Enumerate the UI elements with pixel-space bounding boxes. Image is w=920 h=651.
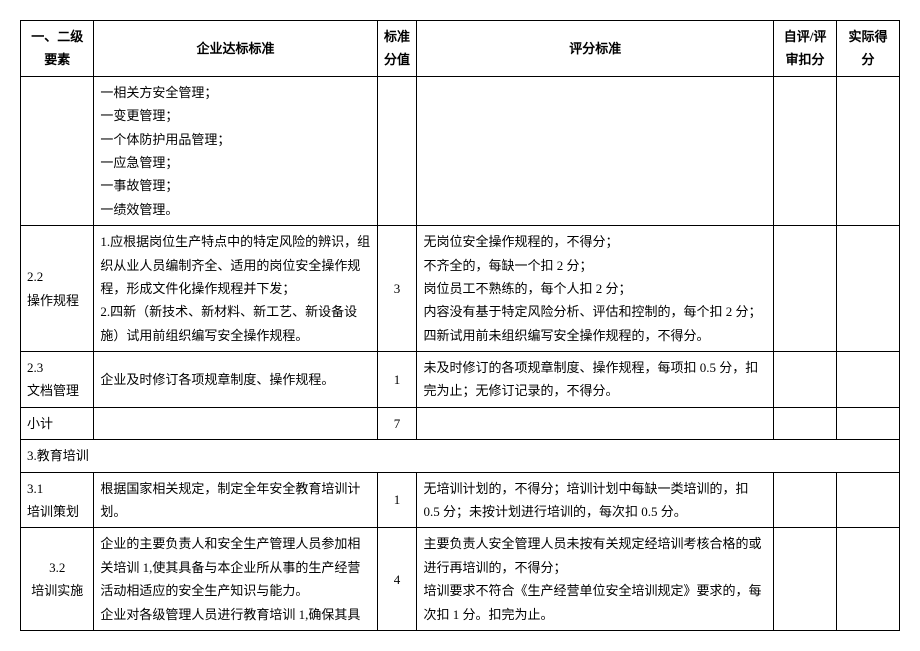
- table-header-row: 一、二级要素 企业达标标准 标准分值 评分标准 自评/评审扣分 实际得分: [21, 21, 900, 77]
- cell-element: 3.2培训实施: [21, 528, 94, 631]
- cell-criteria: 主要负责人安全管理人员未按有关规定经培训考核合格的或进行再培训的，不得分；培训要…: [417, 528, 774, 631]
- cell-empty: [837, 407, 900, 439]
- cell-empty: [417, 407, 774, 439]
- cell-criteria: [417, 76, 774, 225]
- cell-standard: 1.应根据岗位生产特点中的特定风险的辨识，组织从业人员编制齐全、适用的岗位安全操…: [94, 226, 377, 352]
- cell-actual: [837, 226, 900, 352]
- cell-criteria: 无岗位安全操作规程的，不得分；不齐全的，每缺一个扣 2 分；岗位员工不熟练的，每…: [417, 226, 774, 352]
- subtotal-row: 小计 7: [21, 407, 900, 439]
- evaluation-table: 一、二级要素 企业达标标准 标准分值 评分标准 自评/评审扣分 实际得分 一相关…: [20, 20, 900, 631]
- table-row: 2.2操作规程 1.应根据岗位生产特点中的特定风险的辨识，组织从业人员编制齐全、…: [21, 226, 900, 352]
- cell-score: 1: [377, 472, 417, 528]
- cell-criteria: 无培训计划的，不得分；培训计划中每缺一类培训的，扣 0.5 分；未按计划进行培训…: [417, 472, 774, 528]
- table-row: 一相关方安全管理；一变更管理；一个体防护用品管理；一应急管理；一事故管理；一绩效…: [21, 76, 900, 225]
- cell-score: 4: [377, 528, 417, 631]
- cell-score: 3: [377, 226, 417, 352]
- section-title: 3.教育培训: [21, 440, 900, 472]
- cell-standard: 根据国家相关规定，制定全年安全教育培训计划。: [94, 472, 377, 528]
- header-standard: 企业达标标准: [94, 21, 377, 77]
- cell-empty: [774, 407, 837, 439]
- cell-standard: 企业及时修订各项规章制度、操作规程。: [94, 352, 377, 408]
- header-deduct: 自评/评审扣分: [774, 21, 837, 77]
- table-row: 3.2培训实施 企业的主要负责人和安全生产管理人员参加相关培训 1,使其具备与本…: [21, 528, 900, 631]
- cell-criteria: 未及时修订的各项规章制度、操作规程，每项扣 0.5 分，扣完为止；无修订记录的，…: [417, 352, 774, 408]
- cell-actual: [837, 76, 900, 225]
- cell-element: 3.1培训策划: [21, 472, 94, 528]
- cell-element: 2.2操作规程: [21, 226, 94, 352]
- cell-deduct: [774, 472, 837, 528]
- cell-subtotal-score: 7: [377, 407, 417, 439]
- cell-standard: 一相关方安全管理；一变更管理；一个体防护用品管理；一应急管理；一事故管理；一绩效…: [94, 76, 377, 225]
- cell-subtotal-label: 小计: [21, 407, 94, 439]
- header-actual: 实际得分: [837, 21, 900, 77]
- cell-score: 1: [377, 352, 417, 408]
- cell-actual: [837, 472, 900, 528]
- header-criteria: 评分标准: [417, 21, 774, 77]
- cell-element: 2.3文档管理: [21, 352, 94, 408]
- section-row: 3.教育培训: [21, 440, 900, 472]
- cell-element: [21, 76, 94, 225]
- cell-empty: [94, 407, 377, 439]
- cell-deduct: [774, 226, 837, 352]
- header-element: 一、二级要素: [21, 21, 94, 77]
- cell-deduct: [774, 76, 837, 225]
- cell-score: [377, 76, 417, 225]
- cell-standard: 企业的主要负责人和安全生产管理人员参加相关培训 1,使其具备与本企业所从事的生产…: [94, 528, 377, 631]
- table-row: 2.3文档管理 企业及时修订各项规章制度、操作规程。 1 未及时修订的各项规章制…: [21, 352, 900, 408]
- cell-actual: [837, 352, 900, 408]
- cell-deduct: [774, 528, 837, 631]
- header-score: 标准分值: [377, 21, 417, 77]
- table-row: 3.1培训策划 根据国家相关规定，制定全年安全教育培训计划。 1 无培训计划的，…: [21, 472, 900, 528]
- cell-deduct: [774, 352, 837, 408]
- cell-actual: [837, 528, 900, 631]
